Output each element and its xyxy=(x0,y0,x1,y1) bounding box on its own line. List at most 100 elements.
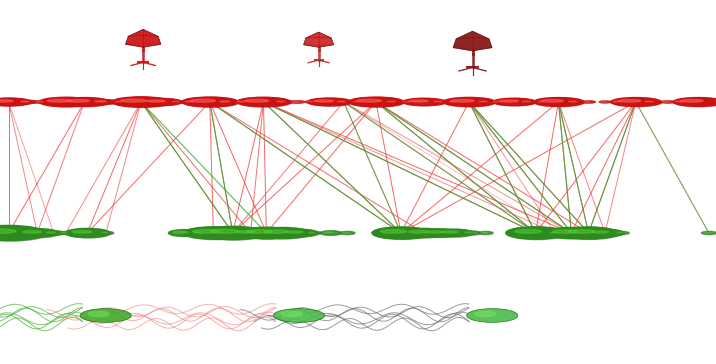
Ellipse shape xyxy=(592,231,609,233)
Ellipse shape xyxy=(491,101,505,103)
Ellipse shape xyxy=(65,228,110,238)
Ellipse shape xyxy=(113,97,172,107)
Ellipse shape xyxy=(337,101,346,102)
Ellipse shape xyxy=(182,97,238,107)
Ellipse shape xyxy=(194,232,200,233)
Ellipse shape xyxy=(582,101,596,103)
Ellipse shape xyxy=(290,101,305,103)
Ellipse shape xyxy=(402,101,415,103)
Ellipse shape xyxy=(451,99,474,102)
Ellipse shape xyxy=(515,230,541,233)
Ellipse shape xyxy=(203,227,266,240)
Ellipse shape xyxy=(211,229,239,233)
Ellipse shape xyxy=(237,97,290,107)
Ellipse shape xyxy=(675,101,684,102)
Ellipse shape xyxy=(546,228,599,239)
Ellipse shape xyxy=(306,101,313,102)
Ellipse shape xyxy=(101,232,107,233)
Ellipse shape xyxy=(292,101,299,102)
Ellipse shape xyxy=(426,231,445,233)
Ellipse shape xyxy=(217,100,240,104)
Ellipse shape xyxy=(569,101,577,102)
Ellipse shape xyxy=(88,311,109,316)
Ellipse shape xyxy=(237,101,246,102)
Ellipse shape xyxy=(305,101,318,103)
Ellipse shape xyxy=(372,227,430,239)
Polygon shape xyxy=(304,32,334,47)
Ellipse shape xyxy=(536,101,549,103)
Ellipse shape xyxy=(170,100,185,103)
Ellipse shape xyxy=(342,232,349,233)
Ellipse shape xyxy=(44,231,64,235)
Ellipse shape xyxy=(220,101,230,102)
Ellipse shape xyxy=(661,101,674,103)
Ellipse shape xyxy=(47,232,56,233)
Ellipse shape xyxy=(545,228,598,238)
Ellipse shape xyxy=(672,100,691,104)
Ellipse shape xyxy=(59,232,73,234)
Ellipse shape xyxy=(41,98,94,107)
Ellipse shape xyxy=(185,227,245,240)
Ellipse shape xyxy=(661,101,674,103)
Ellipse shape xyxy=(274,100,292,104)
Ellipse shape xyxy=(611,100,629,104)
Ellipse shape xyxy=(335,100,354,104)
Ellipse shape xyxy=(420,229,460,237)
Ellipse shape xyxy=(61,232,67,233)
Ellipse shape xyxy=(169,230,202,237)
Ellipse shape xyxy=(561,228,619,240)
Ellipse shape xyxy=(465,232,473,233)
Ellipse shape xyxy=(183,227,243,239)
Ellipse shape xyxy=(584,101,590,102)
Ellipse shape xyxy=(231,229,273,238)
Ellipse shape xyxy=(18,100,37,104)
Ellipse shape xyxy=(662,101,669,102)
Ellipse shape xyxy=(643,100,662,104)
Ellipse shape xyxy=(234,100,253,104)
Ellipse shape xyxy=(385,100,404,104)
Ellipse shape xyxy=(230,229,271,237)
Ellipse shape xyxy=(566,100,585,104)
Ellipse shape xyxy=(238,227,294,239)
Ellipse shape xyxy=(599,101,611,103)
Ellipse shape xyxy=(238,98,291,107)
Ellipse shape xyxy=(475,311,495,316)
Ellipse shape xyxy=(256,228,309,238)
Ellipse shape xyxy=(353,101,359,102)
Ellipse shape xyxy=(0,225,45,241)
Ellipse shape xyxy=(307,98,352,106)
Ellipse shape xyxy=(507,227,567,240)
Ellipse shape xyxy=(499,100,518,102)
Ellipse shape xyxy=(381,230,407,233)
Ellipse shape xyxy=(274,100,293,104)
Ellipse shape xyxy=(599,101,611,103)
Ellipse shape xyxy=(352,101,365,103)
Ellipse shape xyxy=(309,232,315,233)
Ellipse shape xyxy=(34,101,49,103)
Ellipse shape xyxy=(462,231,480,235)
Ellipse shape xyxy=(553,230,576,233)
Ellipse shape xyxy=(404,99,446,106)
Polygon shape xyxy=(453,31,492,51)
Ellipse shape xyxy=(67,229,110,238)
Ellipse shape xyxy=(61,98,111,107)
Ellipse shape xyxy=(141,98,181,106)
Ellipse shape xyxy=(59,98,110,106)
Ellipse shape xyxy=(37,101,43,102)
Ellipse shape xyxy=(235,100,253,104)
Ellipse shape xyxy=(387,101,396,102)
Ellipse shape xyxy=(170,101,185,103)
Ellipse shape xyxy=(324,232,333,233)
Ellipse shape xyxy=(587,229,623,237)
Ellipse shape xyxy=(467,309,518,323)
Ellipse shape xyxy=(478,232,493,235)
Ellipse shape xyxy=(91,100,118,104)
Ellipse shape xyxy=(115,101,122,102)
Ellipse shape xyxy=(168,230,201,236)
Ellipse shape xyxy=(305,101,319,103)
Ellipse shape xyxy=(334,100,353,104)
Ellipse shape xyxy=(614,232,629,235)
Ellipse shape xyxy=(113,100,127,103)
Ellipse shape xyxy=(610,100,629,104)
Ellipse shape xyxy=(437,229,474,237)
